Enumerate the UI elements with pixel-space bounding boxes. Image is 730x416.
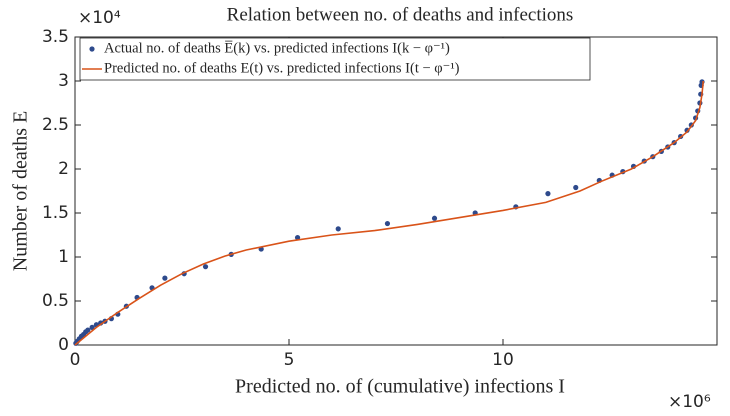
y-exponent: ×10⁴ — [78, 8, 121, 28]
data-point — [335, 226, 341, 232]
data-point — [573, 184, 579, 191]
y-tick-label: 3 — [58, 71, 69, 91]
legend-box — [79, 37, 591, 81]
data-point — [431, 215, 438, 221]
x-tick-label: 10 — [492, 350, 514, 370]
y-tick-label: 2.5 — [42, 115, 69, 135]
x-tick-label: 0 — [70, 350, 81, 370]
data-line — [74, 80, 705, 346]
x-exponent: ×10⁶ — [668, 392, 711, 412]
x-tick-label: 5 — [284, 350, 295, 370]
y-tick-label: 0 — [58, 335, 69, 355]
y-tick-label: 2 — [58, 159, 69, 179]
data-point — [545, 191, 551, 197]
legend-label: Actual no. of deaths E̅(k) vs. predicted… — [104, 40, 450, 56]
data-point — [85, 327, 91, 333]
y-tick-label: 1 — [58, 247, 69, 267]
data-point — [202, 264, 209, 270]
data-point — [162, 275, 168, 281]
legend-marker — [89, 46, 95, 52]
y-tick-label: 3.5 — [42, 27, 69, 47]
data-point — [384, 220, 391, 227]
y-tick-label: 1.5 — [42, 203, 69, 223]
y-tick-label: 0.5 — [42, 291, 69, 311]
x-axis-label: Predicted no. of (cumulative) infections… — [235, 376, 565, 398]
legend-label: Predicted no. of deaths E(t) vs. predict… — [104, 60, 460, 76]
data-point — [294, 235, 301, 241]
plot-area — [74, 36, 718, 346]
data-point — [89, 324, 95, 330]
chart-title: Relation between no. of deaths and infec… — [227, 4, 574, 25]
y-axis-label: Number of deaths E — [10, 111, 32, 272]
